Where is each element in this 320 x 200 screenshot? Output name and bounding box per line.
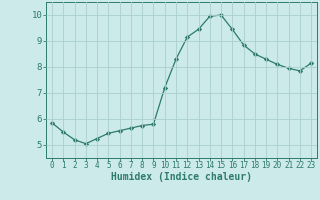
- X-axis label: Humidex (Indice chaleur): Humidex (Indice chaleur): [111, 172, 252, 182]
